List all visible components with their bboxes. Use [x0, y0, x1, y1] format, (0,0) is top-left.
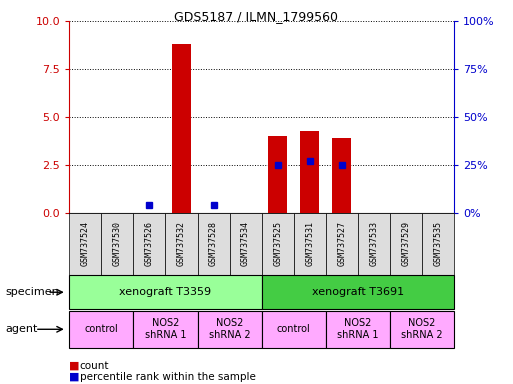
- Text: GSM737524: GSM737524: [81, 221, 90, 266]
- Text: GSM737535: GSM737535: [433, 221, 443, 266]
- Text: GDS5187 / ILMN_1799560: GDS5187 / ILMN_1799560: [174, 10, 339, 23]
- Text: xenograft T3691: xenograft T3691: [312, 287, 404, 297]
- Text: GSM737527: GSM737527: [337, 221, 346, 266]
- Text: xenograft T3359: xenograft T3359: [120, 287, 211, 297]
- Bar: [268, 136, 287, 213]
- Text: GSM737531: GSM737531: [305, 221, 314, 266]
- Text: NOS2
shRNA 2: NOS2 shRNA 2: [401, 318, 443, 340]
- Text: control: control: [85, 324, 118, 334]
- Text: agent: agent: [5, 324, 37, 334]
- Text: GSM737526: GSM737526: [145, 221, 154, 266]
- Text: NOS2
shRNA 2: NOS2 shRNA 2: [209, 318, 250, 340]
- Bar: [172, 44, 191, 213]
- Text: GSM737530: GSM737530: [113, 221, 122, 266]
- Text: GSM737525: GSM737525: [273, 221, 282, 266]
- Text: GSM737532: GSM737532: [177, 221, 186, 266]
- Bar: [300, 131, 319, 213]
- Text: count: count: [80, 361, 109, 371]
- Text: ■: ■: [69, 372, 80, 382]
- Text: NOS2
shRNA 1: NOS2 shRNA 1: [337, 318, 379, 340]
- Text: specimen: specimen: [5, 287, 59, 297]
- Text: GSM737529: GSM737529: [401, 221, 410, 266]
- Text: percentile rank within the sample: percentile rank within the sample: [80, 372, 255, 382]
- Text: GSM737528: GSM737528: [209, 221, 218, 266]
- Text: GSM737533: GSM737533: [369, 221, 379, 266]
- Text: ■: ■: [69, 361, 80, 371]
- Bar: [332, 138, 351, 213]
- Text: control: control: [277, 324, 310, 334]
- Text: NOS2
shRNA 1: NOS2 shRNA 1: [145, 318, 186, 340]
- Text: GSM737534: GSM737534: [241, 221, 250, 266]
